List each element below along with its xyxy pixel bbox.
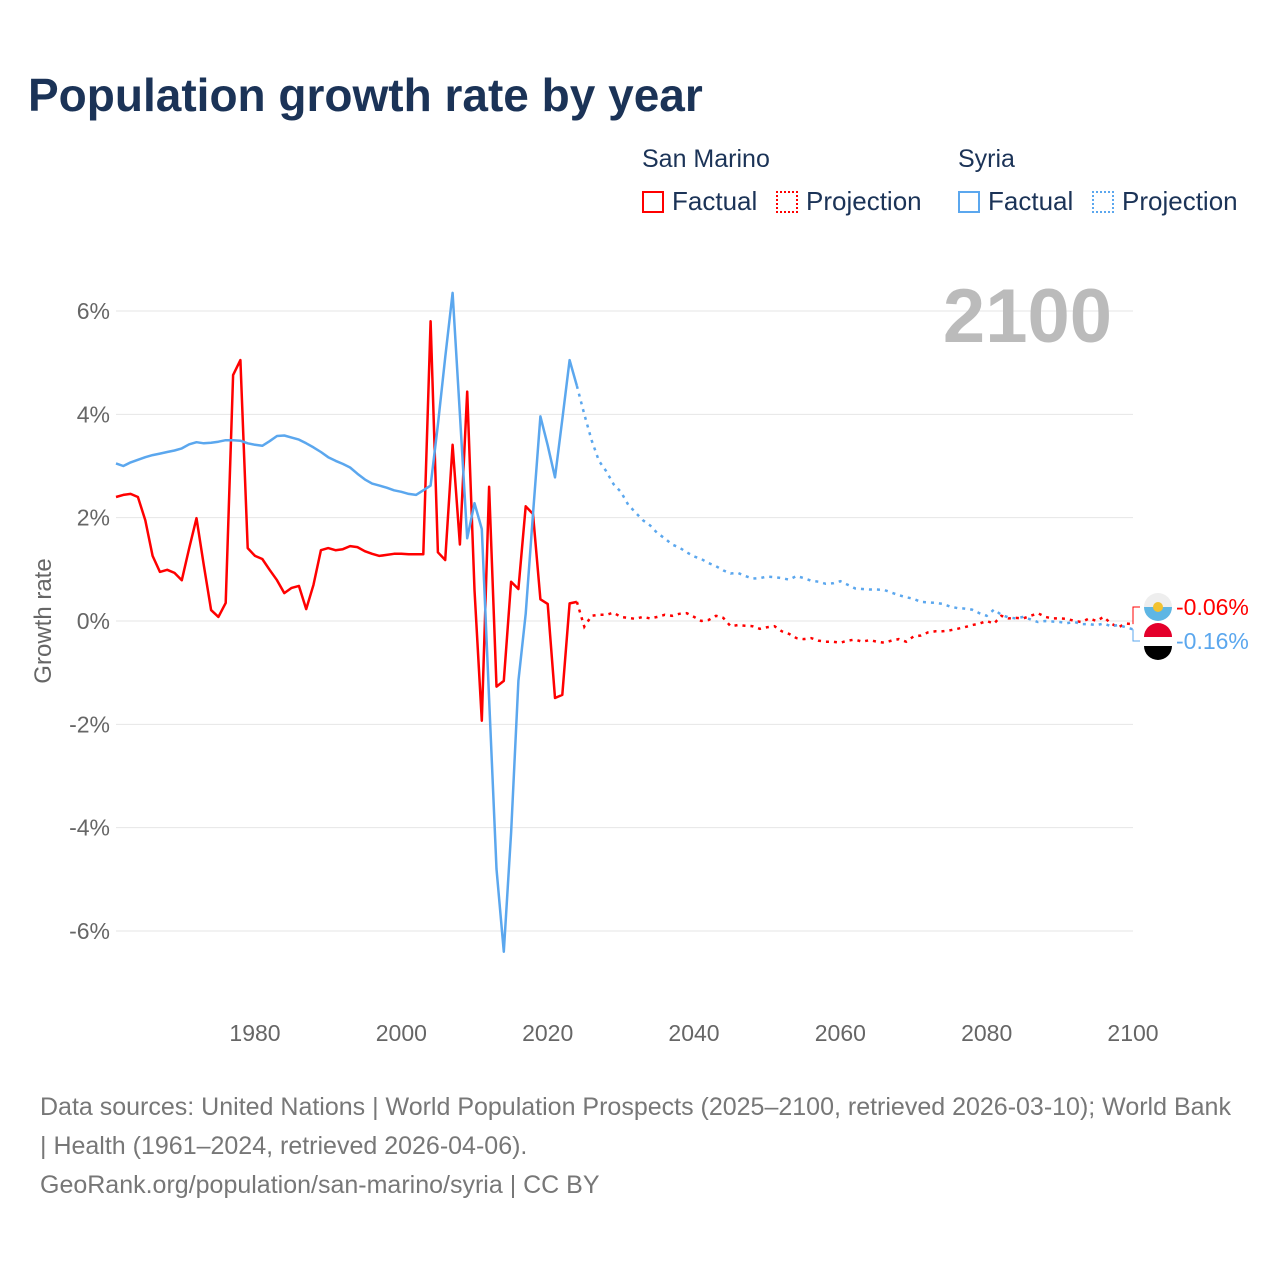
y-axis-label: Growth rate <box>30 558 57 683</box>
x-tick-label: 2100 <box>1107 1020 1158 1046</box>
syria-factual-line <box>115 291 579 953</box>
syria-label-connector <box>1132 629 1140 642</box>
y-tick-label: 6% <box>77 298 110 324</box>
y-tick-label: 4% <box>77 401 110 427</box>
x-tick-label: 1980 <box>229 1020 280 1046</box>
dotted-swatch-icon <box>1092 190 1114 213</box>
year-label: 2100 <box>943 274 1112 359</box>
legend-label: Factual <box>988 186 1074 216</box>
legend-san-marino-factual[interactable]: Factual <box>642 186 757 217</box>
legend-label: Factual <box>672 186 758 216</box>
san-marino-projection-line <box>575 601 1134 644</box>
syria-projection-line <box>575 385 1134 631</box>
legend-syria-factual[interactable]: Factual <box>958 186 1073 217</box>
san-marino-flag-icon <box>1144 593 1172 621</box>
legend-label: Projection <box>806 186 922 216</box>
y-tick-label: -2% <box>69 711 110 737</box>
san-marino-factual-line <box>115 320 578 722</box>
legend-san-marino-projection[interactable]: Projection <box>776 186 922 217</box>
syria-flag-icon <box>1144 623 1172 660</box>
footer: Data sources: United Nations | World Pop… <box>40 1088 1240 1205</box>
syria-end-label: -0.16% <box>1176 628 1249 654</box>
solid-swatch-icon <box>642 190 664 213</box>
legend-label: Projection <box>1122 186 1238 216</box>
x-tick-label: 2080 <box>961 1020 1012 1046</box>
legend-country-syria: Syria <box>958 145 1015 173</box>
chart-title: Population growth rate by year <box>28 69 703 121</box>
solid-swatch-icon <box>958 190 980 213</box>
y-tick-label: 0% <box>77 608 110 634</box>
san-marino-label-connector <box>1132 606 1140 625</box>
legend-syria-projection[interactable]: Projection <box>1092 186 1238 217</box>
source-link[interactable]: GeoRank.org/population/san-marino/syria … <box>40 1171 600 1199</box>
x-tick-label: 2020 <box>522 1020 573 1046</box>
x-tick-label: 2060 <box>815 1020 866 1046</box>
y-tick-label: -6% <box>69 918 110 944</box>
x-tick-label: 2040 <box>668 1020 719 1046</box>
san-marino-end-label: -0.06% <box>1176 594 1249 620</box>
y-tick-label: -4% <box>69 815 110 841</box>
dotted-swatch-icon <box>776 190 798 213</box>
x-tick-label: 2000 <box>376 1020 427 1046</box>
data-sources: Data sources: United Nations | World Pop… <box>40 1093 1231 1160</box>
legend-country-san-marino: San Marino <box>642 145 770 173</box>
y-tick-label: 2% <box>77 505 110 531</box>
